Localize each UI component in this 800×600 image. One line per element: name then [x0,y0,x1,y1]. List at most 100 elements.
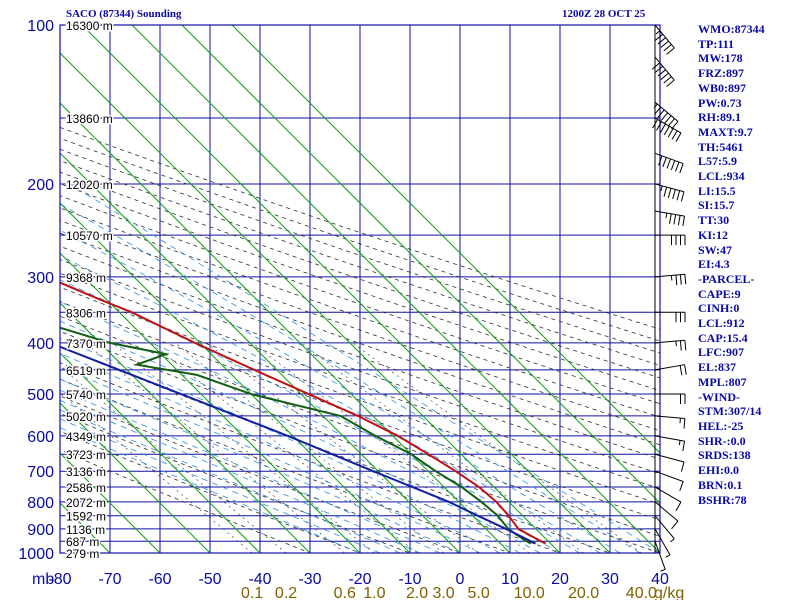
dry-adiabat [60,183,660,392]
barb-flag [663,125,670,136]
pressure-tick-label: 200 [27,177,54,194]
index-item: CAPE:9 [698,286,741,301]
height-label: 1136 m [66,523,105,537]
index-item: L57:5.9 [698,154,737,169]
barb-flag [670,160,676,171]
pressure-tick-label: 100 [27,18,54,35]
wind-barb [654,183,685,202]
barb-flag [671,520,679,530]
chart-title: SACO (87344) Sounding [66,8,182,20]
dry-adiabat [60,412,411,553]
pressure-tick-label: 900 [27,522,54,539]
pressure-tick-label: 800 [27,495,54,512]
barb-half-flag [665,212,668,219]
barb-flag [660,40,669,48]
moist-adiabat [60,418,381,553]
isotherm-line [60,352,261,553]
mixing-ratio-label: 1.0 [363,585,385,600]
barb-half-flag [665,554,671,558]
index-item: CINH:0 [698,301,740,316]
wind-barb [654,470,684,492]
barb-flag [667,118,675,127]
barb-flag [677,215,681,226]
barb-flag [680,461,685,472]
dry-adiabat [60,362,561,553]
height-label: 4349 m [66,430,106,444]
barb-flag [676,190,681,201]
wind-barb [654,210,686,227]
height-label: 16300 m [66,19,113,33]
barb-flag [663,44,672,52]
barb-flag [652,119,659,129]
barb-shaft [654,528,671,556]
height-label: 2072 m [66,496,106,510]
barb-flag [679,274,682,285]
wind-barb [654,501,679,530]
y-axis-label: mb [32,571,54,588]
wind-barb [654,339,687,351]
pressure-tick-label: 600 [27,429,54,446]
barb-flag [659,123,666,133]
temp-tick-label: 0 [456,571,465,588]
height-label: 8306 m [66,306,106,320]
height-label: 687 m [66,535,99,549]
dry-adiabat [60,207,660,418]
isotherm-line [60,252,361,553]
temp-tick-label: -20 [348,571,371,588]
dry-adiabat [60,330,660,553]
height-label: 5020 m [66,410,106,424]
moist-adiabat [60,427,361,553]
barb-flag [651,62,661,70]
barb-flag [666,47,675,55]
moist-adiabat [60,229,621,553]
index-item: KI:12 [698,227,728,242]
wind-barb [651,56,675,87]
moist-adiabat [60,320,541,553]
height-label: 3723 m [66,448,106,462]
index-item: EL:837 [698,360,737,375]
index-item: SHR-:0.0 [698,433,746,448]
pressure-tick-label: 700 [27,464,54,481]
barb-flag [684,364,687,375]
plot-area [60,25,660,553]
index-item: BSHR:78 [698,492,747,507]
barb-flag [684,274,687,285]
pressure-tick-label: 500 [27,387,54,404]
barb-flag [666,158,671,169]
height-label: 7370 m [66,337,106,351]
barb-half-flag [655,30,661,35]
temperature-line [60,281,547,545]
barb-flag [671,130,678,140]
barb-flag [660,112,669,121]
dry-adiabat [60,430,361,553]
index-item: STM:307/14 [698,404,762,419]
index-item: TT:30 [698,213,730,228]
index-item: EI:4.3 [698,257,730,272]
height-label: 10570 m [66,229,113,243]
barb-shaft [654,515,675,540]
dry-adiabat [60,272,660,490]
index-item: RH:89.1 [698,110,741,125]
mixing-ratio-line [150,342,418,553]
isotherm-line [181,25,660,504]
wind-barb [652,117,682,142]
height-label: 9368 m [66,271,106,285]
dry-adiabat [60,301,660,521]
dry-adiabat [60,378,511,553]
dry-adiabat [60,232,660,446]
moist-adiabat [60,399,421,553]
barb-flag [672,189,676,200]
wind-barb [654,435,686,452]
index-item: -WIND- [698,389,740,404]
index-item: LI:15.5 [698,183,736,198]
barb-flag [663,186,668,197]
index-item: CAP:15.4 [698,330,748,345]
index-item: SRDS:138 [698,448,751,463]
index-item: TP:111 [698,36,735,51]
temp-tick-label: 40 [651,571,669,588]
isotherm-line [81,25,611,553]
dewpoint-line [60,326,532,545]
index-item: MPL:807 [698,374,747,389]
height-label: 3136 m [66,465,106,479]
index-item: MW:178 [698,51,743,66]
